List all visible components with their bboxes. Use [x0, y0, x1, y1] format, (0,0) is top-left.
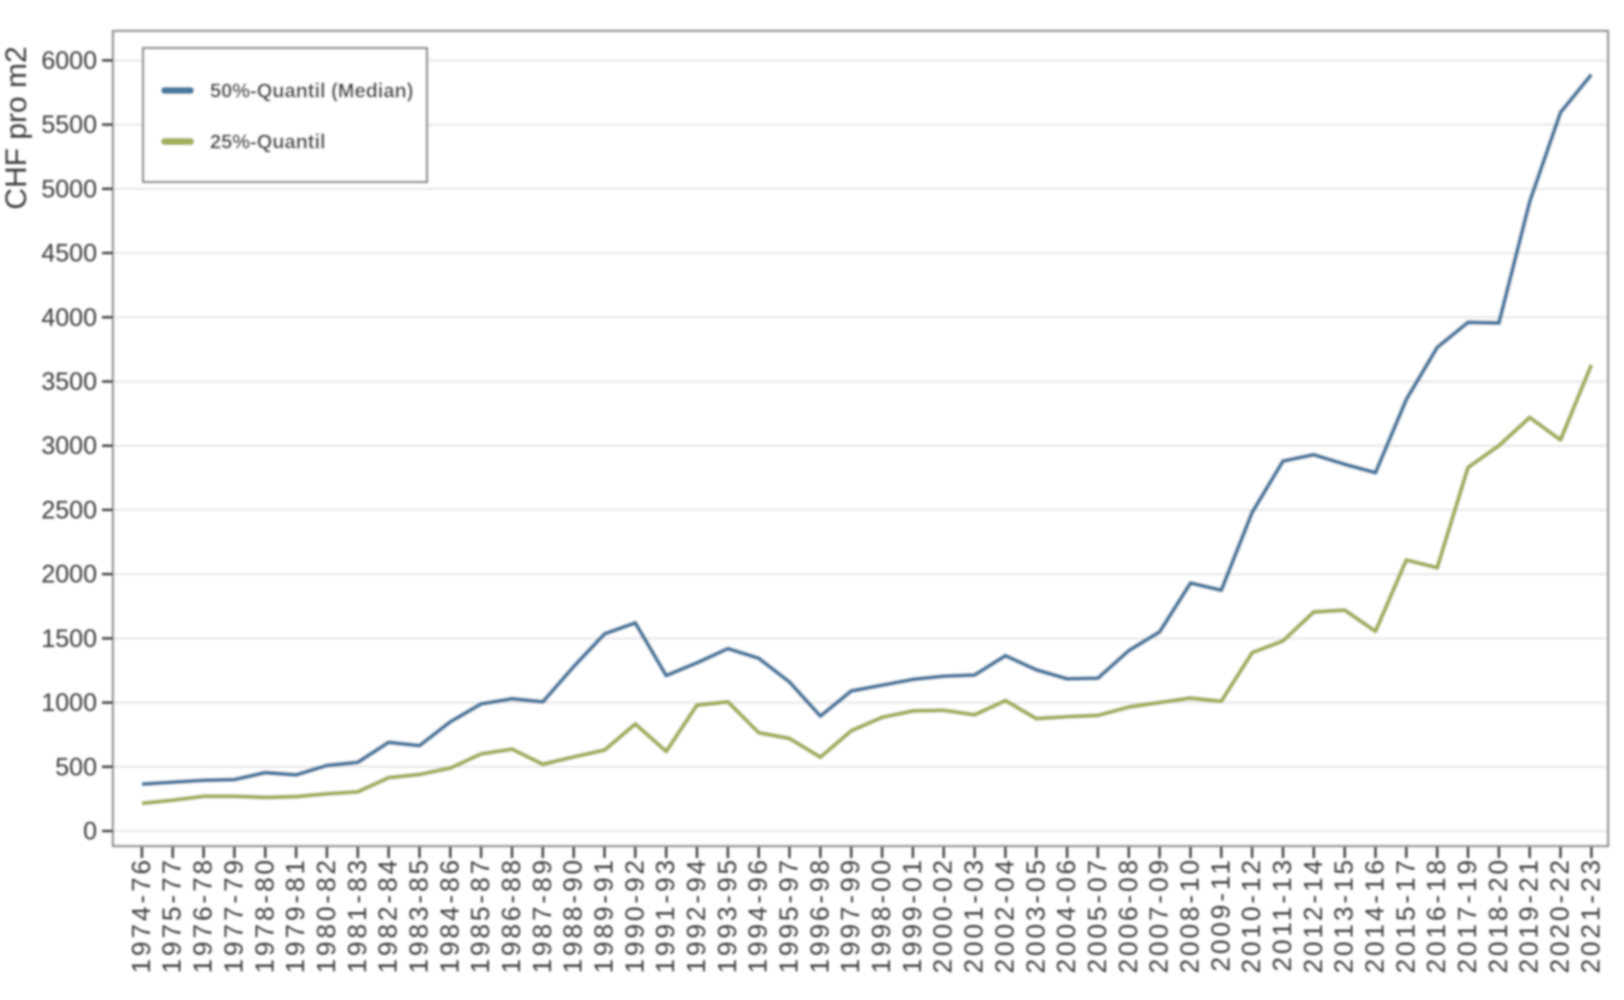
svg-text:4500: 4500	[41, 240, 97, 268]
svg-text:1980-82: 1980-82	[311, 857, 341, 973]
svg-text:2005-07: 2005-07	[1082, 857, 1112, 973]
svg-text:3000: 3000	[41, 432, 97, 460]
svg-text:6000: 6000	[41, 47, 97, 75]
svg-text:2003-05: 2003-05	[1020, 857, 1050, 973]
svg-text:2010-12: 2010-12	[1236, 857, 1266, 973]
svg-text:1984-86: 1984-86	[434, 857, 464, 973]
svg-text:1978-80: 1978-80	[249, 857, 279, 973]
svg-text:1996-98: 1996-98	[804, 857, 834, 973]
svg-text:1500: 1500	[41, 625, 97, 653]
svg-text:0: 0	[83, 818, 97, 846]
svg-text:5000: 5000	[41, 175, 97, 203]
svg-text:2007-09: 2007-09	[1144, 857, 1174, 973]
svg-text:1997-99: 1997-99	[835, 857, 865, 973]
svg-text:2013-15: 2013-15	[1329, 857, 1359, 973]
svg-text:2001-03: 2001-03	[959, 857, 989, 973]
svg-text:2017-19: 2017-19	[1452, 857, 1482, 973]
svg-text:1991-93: 1991-93	[650, 857, 680, 973]
svg-text:1985-87: 1985-87	[465, 857, 495, 973]
svg-text:2019-21: 2019-21	[1514, 857, 1544, 973]
svg-text:2021-23: 2021-23	[1575, 857, 1605, 973]
svg-text:50%-Quantil (Median): 50%-Quantil (Median)	[210, 81, 413, 103]
svg-text:1000: 1000	[41, 689, 97, 717]
svg-text:1998-00: 1998-00	[866, 857, 896, 973]
svg-text:2018-20: 2018-20	[1483, 857, 1513, 973]
svg-text:2015-17: 2015-17	[1390, 857, 1420, 973]
svg-text:2008-10: 2008-10	[1175, 857, 1205, 973]
svg-text:CHF pro m2: CHF pro m2	[0, 46, 33, 209]
svg-text:1988-90: 1988-90	[558, 857, 588, 973]
svg-text:1986-88: 1986-88	[496, 857, 526, 973]
svg-text:1999-01: 1999-01	[897, 857, 927, 973]
svg-text:2006-08: 2006-08	[1113, 857, 1143, 973]
svg-text:1983-85: 1983-85	[404, 857, 434, 973]
svg-text:1992-94: 1992-94	[681, 857, 711, 973]
svg-text:1974-76: 1974-76	[126, 857, 156, 973]
svg-text:1994-96: 1994-96	[743, 857, 773, 973]
svg-text:2012-14: 2012-14	[1298, 857, 1328, 973]
svg-text:2004-06: 2004-06	[1051, 857, 1081, 973]
svg-text:1987-89: 1987-89	[527, 857, 557, 973]
svg-text:2016-18: 2016-18	[1421, 857, 1451, 973]
svg-text:2011-13: 2011-13	[1267, 857, 1297, 972]
svg-text:3500: 3500	[41, 368, 97, 396]
svg-text:2000-02: 2000-02	[928, 857, 958, 973]
svg-text:1977-79: 1977-79	[218, 857, 248, 973]
svg-text:1989-91: 1989-91	[589, 857, 619, 973]
svg-text:1982-84: 1982-84	[373, 857, 403, 973]
svg-text:25%-Quantil: 25%-Quantil	[210, 132, 326, 154]
svg-text:2009-11: 2009-11	[1205, 857, 1235, 972]
svg-text:1979-81: 1979-81	[280, 857, 310, 973]
svg-text:2014-16: 2014-16	[1360, 857, 1390, 973]
svg-text:2020-22: 2020-22	[1545, 857, 1575, 973]
svg-text:2000: 2000	[41, 561, 97, 589]
svg-text:1976-78: 1976-78	[188, 857, 218, 973]
svg-text:1981-83: 1981-83	[342, 857, 372, 973]
svg-text:500: 500	[55, 753, 97, 781]
svg-text:4000: 4000	[41, 304, 97, 332]
svg-text:1995-97: 1995-97	[774, 857, 804, 973]
svg-text:5500: 5500	[41, 111, 97, 139]
svg-text:2002-04: 2002-04	[989, 857, 1019, 973]
svg-text:1990-92: 1990-92	[619, 857, 649, 973]
svg-text:2500: 2500	[41, 496, 97, 524]
svg-text:1975-77: 1975-77	[157, 857, 187, 973]
svg-text:1993-95: 1993-95	[712, 857, 742, 973]
